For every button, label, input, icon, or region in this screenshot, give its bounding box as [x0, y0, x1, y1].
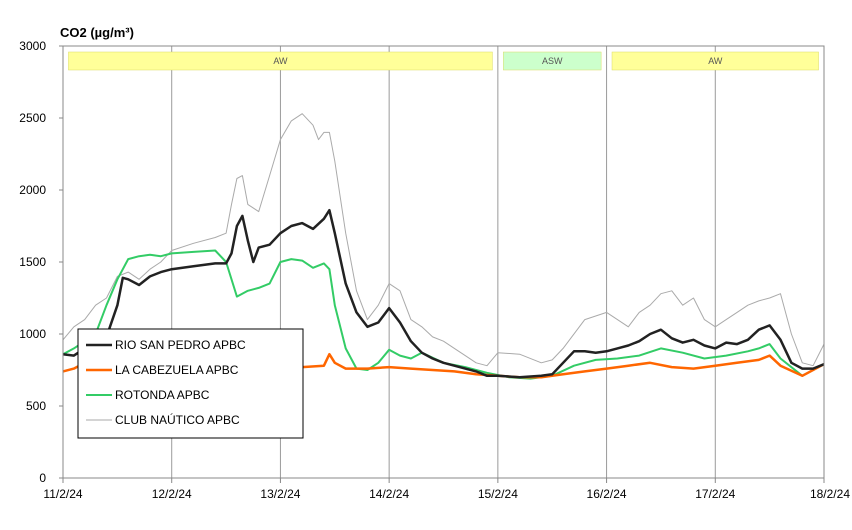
x-tick-label: 16/2/24 — [587, 487, 627, 501]
legend: RIO SAN PEDRO APBC LA CABEZUELA APBC ROTON… — [77, 328, 304, 439]
y-tick-label: 3000 — [19, 39, 46, 53]
period-band-label: AW — [273, 56, 288, 66]
y-tick-label: 0 — [39, 471, 46, 485]
y-axis: 0 500 1000 1500 2000 2500 3000 — [19, 39, 63, 485]
x-tick-label: 18/2/24 — [810, 487, 850, 501]
legend-label: LA CABEZUELA APBC — [115, 363, 239, 377]
period-band-label: ASW — [542, 56, 563, 66]
legend-box — [77, 328, 304, 439]
y-tick-label: 1500 — [19, 255, 46, 269]
period-band — [611, 51, 819, 71]
series-line — [62, 208, 825, 379]
period-bands: AW ASW AW — [68, 51, 819, 71]
y-tick-label: 1000 — [19, 327, 46, 341]
y-tick-label: 2000 — [19, 183, 46, 197]
x-tick-label: 14/2/24 — [369, 487, 409, 501]
x-tick-label: 13/2/24 — [260, 487, 300, 501]
period-band — [68, 51, 493, 71]
legend-label: CLUB NAÚTICO APBC — [115, 412, 240, 427]
legend-label: ROTONDA APBC — [115, 388, 210, 402]
period-band — [503, 51, 602, 71]
plot-border — [62, 45, 825, 479]
y-tick-label: 500 — [26, 399, 46, 413]
chart-title: CO2 (µg/m³) — [60, 25, 134, 40]
legend-label: RIO SAN PEDRO APBC — [115, 338, 246, 352]
y-tick-labels: 0 500 1000 1500 2000 2500 3000 — [19, 39, 63, 485]
period-band-label: AW — [708, 56, 723, 66]
x-tick-labels: 11/2/24 12/2/24 13/2/24 14/2/24 15/2/24 16/2/… — [43, 478, 850, 501]
series-line — [62, 113, 825, 367]
x-tick-label: 15/2/24 — [478, 487, 518, 501]
x-tick-label: 12/2/24 — [152, 487, 192, 501]
x-tick-label: 17/2/24 — [695, 487, 735, 501]
y-tick-label: 2500 — [19, 111, 46, 125]
x-tick-label: 11/2/24 — [43, 487, 82, 501]
